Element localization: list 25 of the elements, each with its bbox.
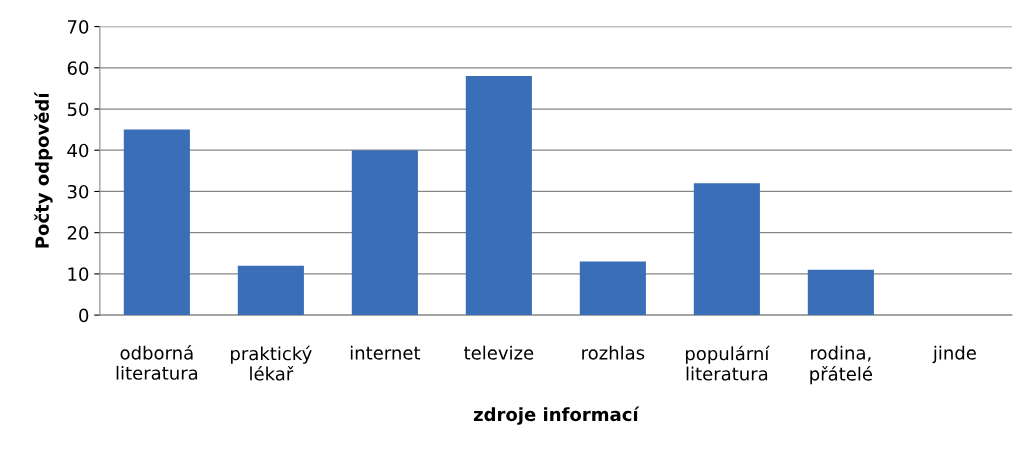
x-tick-label: jinde <box>932 345 976 364</box>
y-axis-title: Počty odpovědí <box>34 91 53 248</box>
bar <box>807 269 874 316</box>
y-tick-label: 40 <box>67 143 89 158</box>
bar <box>237 265 304 316</box>
x-tick-label: odborná literatura <box>116 344 198 380</box>
bar <box>579 261 646 316</box>
x-axis-title: zdroje informací <box>473 406 640 425</box>
x-tick-label: praktický lékař <box>231 345 312 381</box>
x-tick-label: televize <box>464 345 534 360</box>
bar <box>351 150 418 316</box>
y-tick-label: 70 <box>67 20 89 34</box>
y-tick-label: 20 <box>67 226 89 240</box>
x-tick-label: rodina, přátelé <box>810 345 873 385</box>
y-tick-label: 50 <box>67 102 89 117</box>
bar <box>693 183 760 316</box>
y-tick-label: 60 <box>67 61 89 75</box>
x-tick-label: rozhlas <box>582 345 645 360</box>
y-tick-label: 30 <box>67 184 89 199</box>
x-tick-label: internet <box>350 345 421 360</box>
y-tick-label: 10 <box>68 267 89 281</box>
y-tick-label: 0 <box>79 308 89 323</box>
bar <box>465 76 532 316</box>
bar <box>123 129 190 316</box>
x-tick-label: populární literatura <box>685 345 770 381</box>
